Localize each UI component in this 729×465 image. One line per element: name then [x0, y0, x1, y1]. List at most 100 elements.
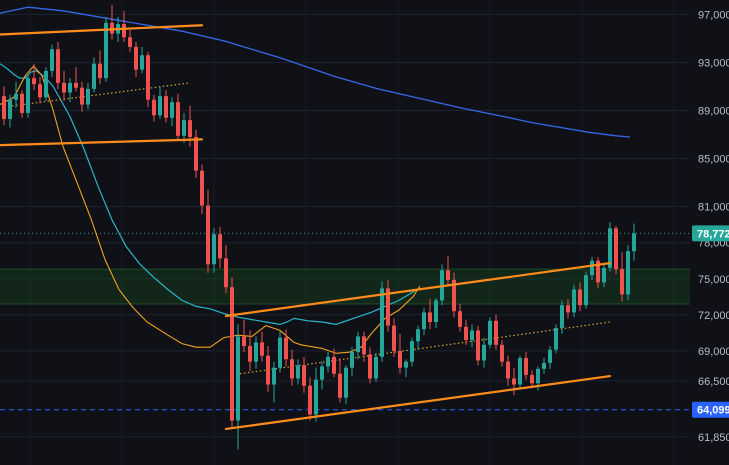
candle: [8, 94, 12, 128]
trend-line-1[interactable]: [0, 138, 204, 147]
candle-body: [104, 22, 108, 79]
candle-body: [134, 46, 138, 70]
candle: [158, 86, 162, 119]
candle-body: [404, 361, 408, 368]
candle: [194, 129, 198, 178]
candle: [566, 299, 570, 319]
candle-body: [470, 330, 474, 341]
candle: [356, 331, 360, 360]
candle-body: [524, 358, 528, 375]
candle: [362, 331, 366, 362]
candle-body: [152, 99, 156, 116]
candle-body: [2, 96, 6, 119]
candle: [560, 300, 564, 335]
price-lines: [0, 232, 690, 411]
candle: [320, 361, 324, 390]
candle: [632, 223, 636, 261]
candle: [308, 377, 312, 421]
candle-body: [554, 328, 558, 350]
candle: [350, 347, 354, 377]
candle-body: [542, 362, 546, 369]
price-tag-label: 78,772: [697, 228, 729, 240]
y-tick-label: 72,000: [698, 310, 729, 322]
candle-body: [338, 373, 342, 398]
candle-body: [500, 344, 504, 362]
candle: [32, 63, 36, 91]
candle: [434, 297, 438, 329]
y-tick-label: 75,000: [698, 274, 729, 286]
trend-line-2[interactable]: [224, 262, 612, 318]
candle: [212, 228, 216, 273]
candle-body: [68, 82, 72, 93]
candle-body: [560, 305, 564, 329]
candle-body: [14, 93, 18, 100]
candle-body: [314, 379, 318, 415]
candle-body: [272, 367, 276, 385]
candle: [482, 337, 486, 368]
candle-body: [362, 336, 366, 355]
candle-body: [188, 120, 192, 137]
candle: [224, 245, 228, 294]
candle: [524, 352, 528, 380]
candle-body: [308, 385, 312, 415]
candle-body: [122, 24, 126, 38]
y-tick-label: 93,000: [698, 57, 729, 69]
candle-body: [8, 99, 12, 119]
y-tick-label: 61,850: [698, 432, 729, 444]
candle: [554, 324, 558, 354]
candle-body: [458, 311, 462, 327]
candle-body: [518, 358, 522, 385]
candle: [506, 355, 510, 386]
candle-body: [110, 22, 114, 34]
candle: [164, 90, 168, 123]
candle: [266, 346, 270, 392]
candle: [134, 42, 138, 77]
price-tag-1: 64,099: [692, 401, 729, 418]
candle: [56, 42, 60, 89]
candle: [248, 330, 252, 372]
candle-body: [98, 63, 102, 79]
candle: [290, 349, 294, 386]
candle: [542, 358, 546, 374]
candle-body: [332, 356, 336, 374]
candle: [26, 74, 30, 118]
candle-body: [92, 63, 96, 89]
sma-long-line: [0, 6, 631, 138]
candle: [422, 307, 426, 336]
candle: [278, 331, 282, 373]
candle: [548, 346, 552, 369]
candle-body: [248, 346, 252, 362]
candle-body: [530, 374, 534, 384]
candle-body: [230, 287, 234, 421]
candle: [284, 329, 288, 367]
trend-line-0[interactable]: [0, 24, 204, 36]
highlight-zone: [0, 268, 729, 305]
trend-line-3[interactable]: [224, 374, 612, 431]
price-tag-0: 78,772: [692, 225, 729, 242]
candle: [404, 359, 408, 378]
candle-body: [602, 267, 606, 283]
candle-body: [170, 102, 174, 118]
candle: [86, 82, 90, 110]
candle-body: [536, 368, 540, 384]
candle: [344, 365, 348, 404]
trend-lines[interactable]: [0, 24, 612, 431]
candle: [578, 282, 582, 312]
candle: [254, 336, 258, 369]
candle: [92, 57, 96, 93]
candle: [392, 318, 396, 357]
candle: [596, 257, 600, 289]
candle: [260, 331, 264, 362]
candle-body: [182, 120, 186, 136]
candle-body: [506, 361, 510, 379]
candle-body: [428, 312, 432, 323]
candle-body: [578, 289, 582, 306]
candle: [170, 97, 174, 127]
candle: [302, 356, 306, 393]
candle-body: [482, 344, 486, 361]
candle: [440, 264, 444, 306]
price-tag-label: 64,099: [697, 405, 729, 417]
candle: [590, 257, 594, 280]
